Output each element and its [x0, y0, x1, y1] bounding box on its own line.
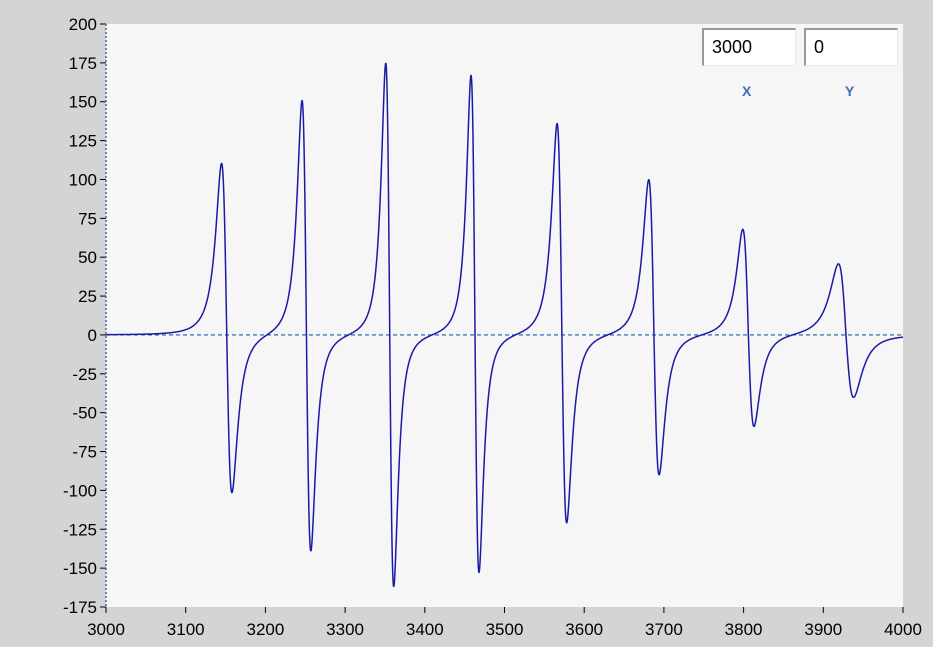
plot-area[interactable]	[106, 24, 903, 607]
x-tick-label: 4000	[884, 620, 922, 639]
spectrum-trace	[105, 62, 904, 588]
y-tick-label: 75	[78, 209, 97, 228]
cursor-y-label: Y	[845, 83, 855, 99]
cursor-x-label: X	[742, 83, 752, 99]
cursor-x-readout[interactable]: 3000	[702, 28, 796, 66]
y-tick-label: -175	[63, 598, 97, 617]
x-tick-label: 3500	[486, 620, 524, 639]
y-tick-label: 175	[69, 54, 97, 73]
x-tick-label: 3600	[565, 620, 603, 639]
y-axis: 200 175 150 125 100 75 50 25 0 -25 -50 -75 -100 -125 -…	[63, 15, 106, 617]
x-tick-label: 3000	[87, 620, 125, 639]
x-tick-label: 3300	[326, 620, 364, 639]
y-tick-label: -150	[63, 559, 97, 578]
y-tick-label: -100	[63, 481, 97, 500]
x-axis: 3000 3100 3200 3300 3400 3500 3600 3700 3800 3900…	[87, 607, 922, 639]
y-tick-label: 100	[69, 170, 97, 189]
y-tick-label: -75	[72, 443, 97, 462]
x-tick-label: 3800	[725, 620, 763, 639]
y-tick-label: -50	[72, 404, 97, 423]
x-tick-label: 3400	[406, 620, 444, 639]
y-tick-label: 50	[78, 248, 97, 267]
y-tick-label: 25	[78, 287, 97, 306]
x-tick-label: 3200	[246, 620, 284, 639]
x-tick-label: 3700	[645, 620, 683, 639]
y-tick-label: 200	[69, 15, 97, 34]
y-tick-label: -125	[63, 520, 97, 539]
x-tick-label: 3100	[167, 620, 205, 639]
y-tick-label: -25	[72, 365, 97, 384]
x-tick-label: 3900	[804, 620, 842, 639]
y-tick-label: 0	[88, 326, 97, 345]
y-tick-label: 150	[69, 93, 97, 112]
y-tick-label: 125	[69, 132, 97, 151]
cursor-y-readout[interactable]: 0	[804, 28, 898, 66]
